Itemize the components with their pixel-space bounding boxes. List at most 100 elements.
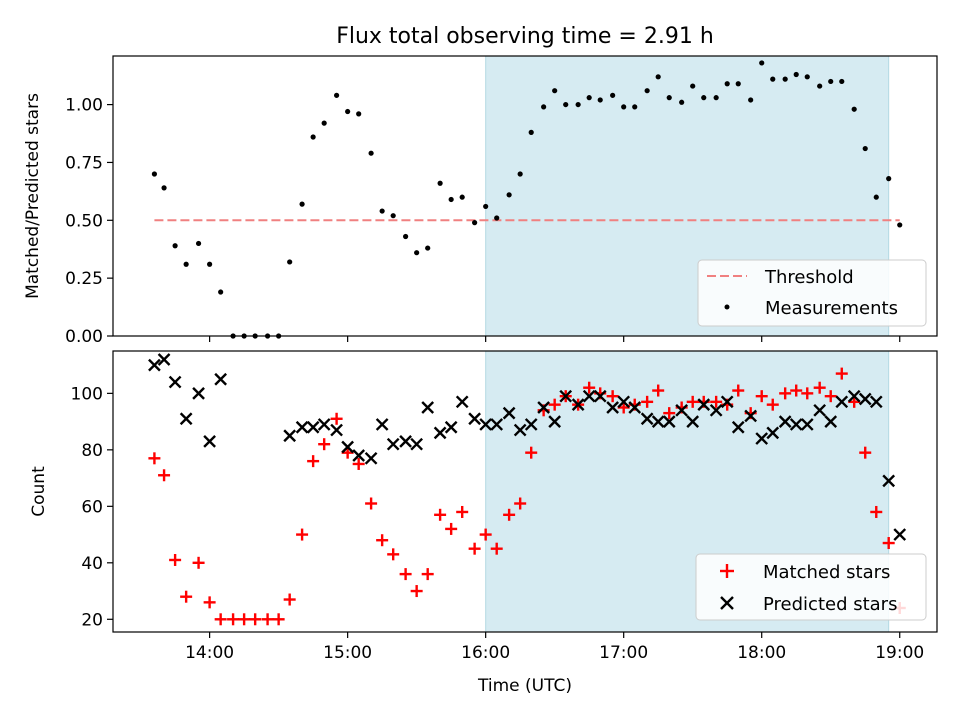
predicted-star-point (421, 401, 435, 414)
matched-legend-label: Matched stars (763, 562, 890, 583)
measurement-point (610, 92, 616, 98)
measurement-point (183, 261, 189, 267)
matched-star-point (296, 528, 309, 541)
measurement-point (701, 95, 707, 101)
matched-star-point (870, 505, 883, 518)
measurement-point (425, 245, 431, 251)
measurement-point (287, 259, 293, 265)
measurement-point (172, 243, 178, 249)
matched-star-point (169, 553, 182, 566)
matched-star-point (652, 384, 665, 397)
matched-star-point (548, 398, 561, 411)
predicted-star-point (203, 435, 216, 448)
y-tick-label: 1.00 (65, 96, 103, 116)
predicted-star-point (824, 415, 838, 428)
measurement-point (759, 60, 765, 66)
predicted-star-point (847, 389, 861, 403)
measurement-point (828, 78, 834, 85)
matched-star-point (503, 508, 516, 521)
matched-star-point (859, 446, 872, 459)
measurement-point (552, 88, 558, 94)
predicted-star-point (675, 403, 689, 417)
measurement-point (459, 194, 465, 200)
matched-star-point (434, 508, 447, 521)
measurement-point (586, 95, 592, 101)
predicted-star-point (330, 423, 343, 437)
y-tick-label: 20 (81, 610, 103, 630)
predicted-star-point (455, 395, 469, 409)
measurement-point (218, 289, 224, 295)
matched-star-point (686, 395, 699, 408)
matched-star-point (824, 390, 837, 403)
y-tick-label: 40 (81, 554, 103, 574)
y-axis-ticks-bottom: 20 40 60 80 100 (71, 384, 113, 630)
measurement-point (161, 185, 167, 191)
predicted-star-point (559, 389, 573, 403)
y-tick-label: 0.25 (65, 269, 103, 289)
predicted-star-point (617, 395, 631, 409)
measurement-point (655, 74, 661, 80)
predicted-star-point (192, 387, 205, 400)
matched-star-point (779, 387, 792, 400)
ratio-y-axis-label: Matched/Predicted stars (23, 93, 43, 299)
predicted-star-point (317, 418, 331, 431)
predicted-star-point (744, 409, 758, 423)
predicted-star-point (800, 418, 814, 431)
predicted-star-point (720, 395, 734, 409)
matched-star-point (583, 381, 596, 394)
predicted-star-point (399, 435, 412, 448)
matched-star-point (227, 613, 240, 626)
measurement-point (679, 99, 685, 105)
y-axis-ticks-top: 0.00 0.25 0.50 0.75 1.00 (65, 96, 113, 347)
predicted-star-point (364, 451, 378, 465)
measurement-point (414, 250, 420, 256)
matched-star-point (514, 497, 527, 510)
figure-title: Flux total observing time = 2.91 h (336, 24, 714, 49)
measurement-point (817, 83, 823, 89)
matched-star-point (238, 613, 251, 626)
predicted-star-point (548, 415, 562, 428)
matched-star-point (399, 568, 412, 581)
measurement-point (851, 106, 857, 112)
measurement-point (333, 92, 340, 98)
predicted-star-point (179, 412, 193, 426)
predicted-star-point (341, 440, 354, 454)
predicted-star-point (386, 437, 400, 451)
measurement-point (886, 176, 892, 182)
predicted-star-point (571, 398, 585, 412)
predicted-star-point (295, 420, 309, 434)
predicted-star-point (869, 395, 883, 409)
matched-star-point (203, 596, 216, 609)
measurements-legend-label: Measurements (765, 298, 898, 319)
y-tick-label: 100 (71, 384, 103, 404)
matched-star-point (641, 395, 654, 408)
matched-star-point (456, 505, 469, 518)
legend-box (697, 259, 927, 327)
predicted-star-point (375, 418, 389, 431)
measurement-point (345, 108, 351, 115)
threshold-legend-label: Threshold (764, 267, 854, 288)
matched-star-point (410, 585, 423, 598)
matched-star-point (180, 590, 193, 603)
measurement-point (873, 194, 879, 200)
measurement-point (368, 150, 374, 156)
matched-star-point (445, 522, 458, 535)
measurement-point (437, 180, 443, 186)
predicted-star-point (593, 389, 607, 403)
predicted-star-point (306, 420, 320, 434)
predicted-star-point (433, 426, 447, 440)
y-tick-label: 0.50 (65, 211, 103, 231)
measurement-point (644, 88, 650, 94)
predicted-star-point (778, 415, 792, 428)
measurement-point (597, 97, 603, 103)
matched-star-point (732, 384, 745, 397)
predicted-star-point (490, 418, 504, 431)
matched-star-point (755, 390, 768, 403)
matched-star-point (663, 407, 676, 420)
measurement-point (724, 81, 730, 87)
predicted-legend-marker (720, 596, 734, 610)
matched-star-point (710, 395, 723, 408)
measurements-legend-marker (724, 304, 730, 310)
predicted-star-point (731, 420, 745, 434)
